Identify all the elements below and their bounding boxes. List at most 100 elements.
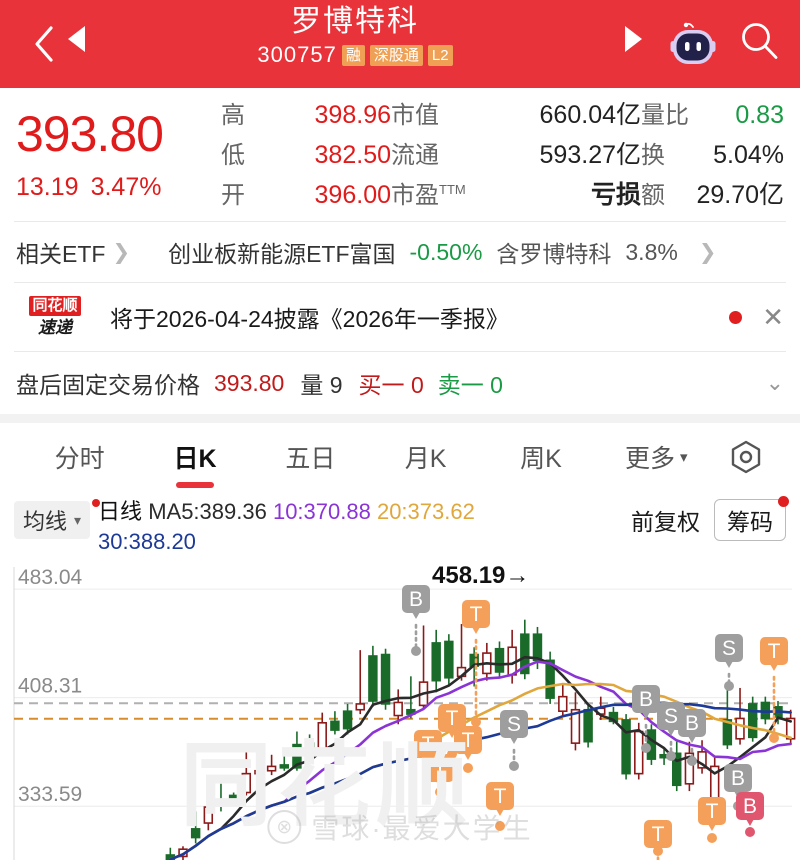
after-hours-row[interactable]: 盘后固定交易价格 393.80 量 9 买一 0 卖一 0 ⌄ [0,352,800,414]
svg-text:333.59: 333.59 [18,783,82,806]
chart-tabs: 分时 日K 五日 月K 周K 更多 ▾ [0,423,800,491]
row-volume-ratio: 量比 0.83 [641,95,784,135]
chart-settings-button[interactable] [714,437,778,477]
ths-express-logo: 同花顺 速递 [16,292,94,342]
tab-more[interactable]: 更多 ▾ [625,445,688,473]
chevron-right-icon-trailing: ❯ [698,240,717,264]
back-button[interactable] [14,0,74,88]
ths-logo-bottom: 速递 [38,318,72,337]
amount-value: 29.70亿 [696,180,784,209]
section-separator [0,414,800,423]
header-actions [636,0,786,88]
row-market-cap: 市值 660.04亿 [391,95,641,135]
svg-text:T: T [434,757,447,780]
etf-name: 创业板新能源ETF富国 [168,241,396,267]
turnover-value: 5.04% [713,140,784,169]
tab-daily-k[interactable]: 日K [137,423,252,491]
stock-code: 300757 [257,42,337,67]
etf-holding-percent: 3.8% [625,238,678,265]
etf-holding-label: 含罗博特科 [496,241,612,267]
svg-text:B: B [409,588,423,611]
ma-legend-row: 均线 ▾ 日线 MA5:389.36 10:370.88 20:373.62 3… [0,491,800,559]
divider-2 [14,282,786,283]
low-value: 382.50 [314,140,391,169]
price-block: 393.80 13.19 3.47% [16,106,221,204]
after-hours-price: 393.80 [214,369,285,396]
robot-assistant-icon[interactable] [670,20,716,68]
ma30-value: 30:388.20 [98,529,196,554]
svg-text:T: T [470,603,483,626]
etf-detail: 创业板新能源ETF富国 -0.50% 含罗博特科 3.8% ❯ [168,235,784,269]
chart-options: 前复权 筹码 [631,496,789,541]
divider-3 [14,351,786,352]
stats-block: 量比 0.83 换 5.04% 额 29.70亿 [641,95,784,215]
price-change: 13.19 3.47% [16,170,221,204]
ma-indicator-dot [92,499,101,507]
svg-text:B: B [639,688,653,711]
row-turnover: 换 5.04% [641,135,784,175]
badge-l2: L2 [427,44,453,66]
tab-five-day[interactable]: 五日 [285,445,336,473]
market-block: 市值 660.04亿 流通 593.27亿 市盈TTM 亏损 [391,95,641,215]
volume-ratio-value: 0.83 [735,100,784,129]
amount-label: 额 [641,181,665,209]
market-cap-value: 660.04亿 [539,100,641,129]
svg-text:T: T [422,733,435,756]
svg-text:T: T [462,729,475,752]
row-high: 高 398.96 [221,95,391,135]
ma10-value: 10:370.88 [272,499,371,524]
related-etf-row[interactable]: 相关ETF ❯ 创业板新能源ETF富国 -0.50% 含罗博特科 3.8% ❯ [0,222,800,282]
float-cap-label: 流通 [391,141,439,169]
tab-weekly-k[interactable]: 周K [520,445,562,473]
pe-label: 市盈TTM [391,181,466,209]
quote-panel: 393.80 13.19 3.47% 高 398.96 低 382.50 开 39… [0,88,800,221]
row-open: 开 396.00 [221,175,391,215]
red-dot-indicator [729,310,743,324]
ma-selector-label: 均线 [23,509,68,534]
next-stock-button[interactable] [625,26,642,52]
chart-settings-icon [731,440,761,474]
stock-code-row: 300757 融 深股通 L2 [257,42,453,68]
svg-text:T: T [446,707,459,730]
related-etf-label: 相关ETF [16,241,106,267]
ma-values: 日线 MA5:389.36 10:370.88 20:373.62 30:388… [92,497,631,557]
change-percent: 3.47% [90,172,162,201]
app-header: 罗博特科 300757 融 深股通 L2 [0,0,800,88]
notice-banner[interactable]: 同花顺 速递 将于2026-04-24披露《2026年一季报》 ✕ [0,283,800,351]
svg-text:S: S [664,705,678,728]
tab-monthly-k[interactable]: 月K [404,445,447,473]
prev-stock-button[interactable] [68,26,85,52]
after-hours-volume: 量 9 [300,372,343,398]
header-title-block: 罗博特科 300757 融 深股通 L2 [68,0,642,68]
etf-change-percent: -0.50% [409,238,483,265]
close-icon[interactable]: ✕ [762,302,784,332]
search-button[interactable] [738,20,782,69]
change-absolute: 13.19 [16,172,79,201]
row-low: 低 382.50 [221,135,391,175]
high-value: 398.96 [314,100,391,129]
divider [14,221,786,222]
svg-text:483.04: 483.04 [18,566,83,589]
ma-selector[interactable]: 均线 ▾ [14,501,91,539]
adjust-mode-button[interactable]: 前复权 [631,509,700,535]
tab-timeshare[interactable]: 分时 [54,445,105,473]
open-label: 开 [221,181,245,209]
after-hours-ask: 卖一 0 [437,372,503,398]
stock-name: 罗博特科 [291,5,419,38]
svg-text:T: T [706,800,719,823]
svg-text:S: S [507,713,521,736]
hlo-block: 高 398.96 低 382.50 开 396.00 [221,95,391,215]
chips-button[interactable]: 筹码 [714,496,789,541]
pe-value: 亏损 [590,180,641,209]
float-cap-value: 593.27亿 [539,140,641,169]
badge-connect: 深股通 [369,44,423,66]
k-line-chart[interactable]: 同花顺 483.04 408.31 333.59 458.19→ B T T T T T T S S B S… [0,561,800,860]
low-label: 低 [221,141,245,169]
last-price: 393.80 [16,105,164,162]
chevron-down-icon-ma: ▾ [74,511,82,528]
row-pe: 市盈TTM 亏损 [391,175,641,215]
chevron-down-icon[interactable]: ⌄ [765,370,784,395]
high-label: 高 [221,101,245,129]
